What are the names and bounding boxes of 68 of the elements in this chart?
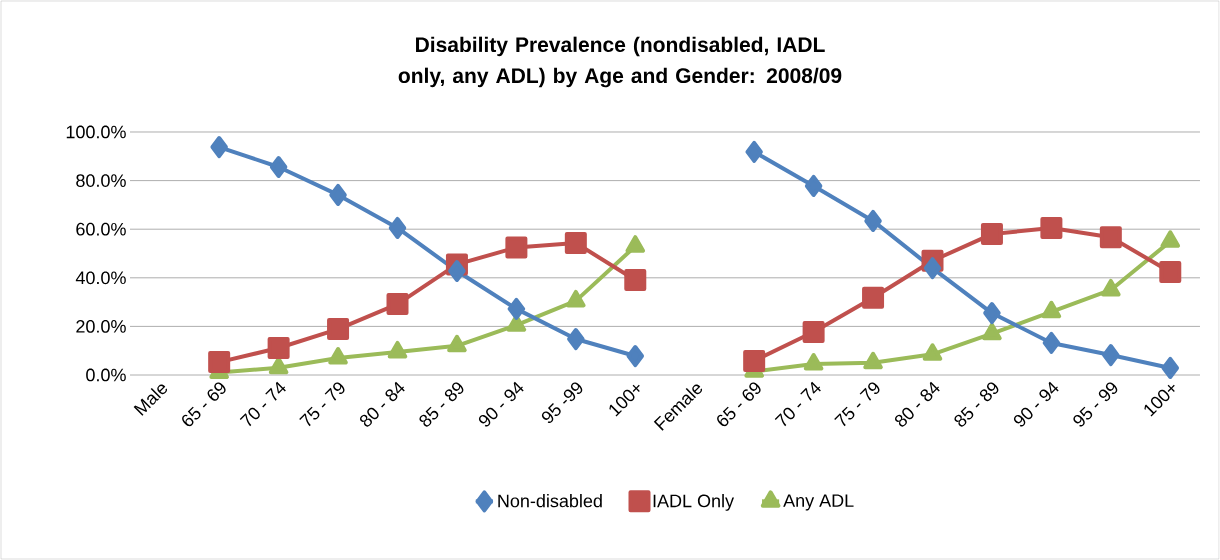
- point: [268, 356, 289, 375]
- point: [447, 334, 467, 353]
- y-tick-label: 20.0%: [76, 320, 126, 333]
- point: [1102, 344, 1120, 367]
- point: [982, 322, 1002, 341]
- chart-title: Disability Prevalence (nondisabled, IADL only, any ADL) by Age and Gender: 2008/09: [398, 36, 842, 88]
- point: [626, 345, 645, 368]
- y-tick-label: 60.0%: [76, 222, 126, 236]
- y-tick-label: 40.0%: [75, 271, 126, 285]
- point: [1161, 356, 1180, 379]
- point: [1159, 260, 1182, 283]
- x-tick-label: 70 - 74: [239, 381, 286, 427]
- point: [802, 320, 825, 343]
- x-tick-label: 90 - 94: [1013, 381, 1059, 427]
- x-tick-label: 90 - 94: [478, 381, 524, 427]
- point: [1160, 230, 1181, 248]
- point: [505, 236, 528, 259]
- x-tick-label: 65 - 69: [182, 382, 226, 427]
- point: [625, 235, 646, 253]
- legend-label: Non-disabled: [498, 494, 602, 508]
- point: [269, 155, 288, 178]
- point: [1041, 300, 1062, 319]
- point: [864, 209, 882, 232]
- x-tick-label: 75 - 79: [299, 382, 345, 427]
- point: [1040, 216, 1063, 239]
- point: [863, 351, 883, 370]
- point: [624, 268, 647, 291]
- point: [567, 328, 585, 351]
- point: [743, 349, 766, 372]
- x-tick-label: 65 - 69: [717, 382, 761, 427]
- point: [386, 293, 409, 316]
- legend-label: IADL Only: [653, 494, 735, 511]
- point: [983, 302, 1001, 325]
- point: [980, 223, 1003, 246]
- point: [803, 353, 824, 371]
- x-tick-label: 85 - 89: [954, 382, 999, 427]
- x-tick-label: 80 - 84: [359, 381, 405, 427]
- x-tick-label: 75 - 79: [834, 382, 880, 427]
- point: [564, 232, 587, 255]
- legend-label: Any ADL: [783, 494, 854, 511]
- point: [388, 216, 407, 239]
- point: [922, 343, 943, 361]
- point: [328, 346, 348, 365]
- point: [804, 174, 823, 197]
- point: [329, 183, 347, 206]
- point: [1042, 331, 1061, 354]
- x-tick-label: 95 - 99: [1073, 382, 1118, 427]
- point: [387, 340, 408, 359]
- x-tick-label: 70 - 74: [774, 381, 821, 427]
- x-tick-label: 85 - 89: [419, 382, 464, 427]
- point: [1099, 226, 1122, 249]
- point: [507, 297, 526, 320]
- point: [267, 337, 290, 360]
- y-tick-label: 100.0%: [66, 125, 126, 139]
- point: [745, 140, 763, 163]
- x-tick-label: 80 - 84: [894, 381, 940, 427]
- point: [210, 136, 228, 159]
- point: [208, 351, 231, 374]
- point: [566, 289, 586, 308]
- point: [862, 286, 885, 309]
- x-tick-label: 95 -99: [541, 382, 583, 424]
- y-tick-label: 0.0%: [86, 368, 126, 382]
- point: [506, 314, 527, 332]
- point: [448, 259, 466, 282]
- point: [923, 257, 942, 280]
- point: [327, 318, 350, 341]
- point: [1101, 278, 1121, 297]
- y-tick-label: 80.0%: [76, 174, 126, 187]
